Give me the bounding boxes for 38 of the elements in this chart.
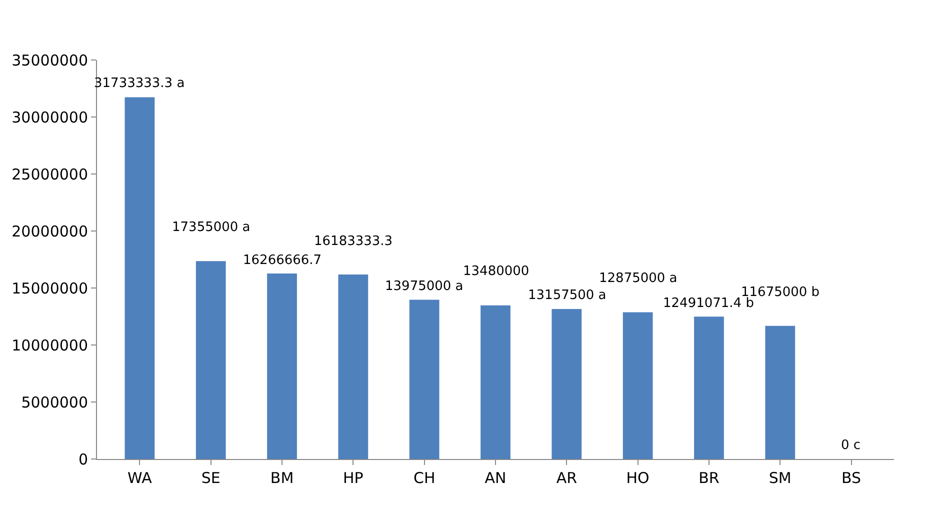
x-tick-label: WA [128,469,153,487]
data-label: 17355000 a [172,220,250,235]
y-tick-label: 10000000 [12,336,88,354]
bar [552,309,582,459]
y-tick-label: 0 [78,450,88,468]
x-tick-label: BM [270,469,294,487]
x-tick-label: BS [842,469,862,487]
data-label: 16266666.7 [243,253,322,268]
data-label: 12875000 a [599,271,678,286]
y-tick-label: 15000000 [12,279,88,298]
y-tick-label: 30000000 [12,108,88,126]
x-tick-label: AN [484,469,506,487]
x-tick-label: HO [626,469,650,487]
y-tick-label: 20000000 [12,222,88,240]
bar [694,316,724,459]
x-tick-label: CH [413,469,436,487]
bar [267,274,297,459]
bar [409,300,440,459]
y-tick-label: 5000000 [21,393,88,412]
data-label: 13157500 a [528,288,606,303]
data-label: 31733333.3 a [94,76,185,91]
data-label: 16183333.3 [314,234,393,249]
x-tick-label: AR [556,469,578,487]
x-tick-label: SM [768,469,792,487]
y-tick-label: 35000000 [12,51,88,70]
bar [338,274,368,459]
bar [124,97,155,459]
data-label: 13975000 a [385,279,464,294]
bar [480,305,510,459]
bar [765,326,796,459]
data-label: 0 c [841,438,861,453]
bar [196,261,226,459]
y-tick-label: 25000000 [12,165,88,184]
x-tick-label: HP [343,469,364,487]
x-tick-label: SE [201,469,220,487]
x-tick-label: BR [698,469,720,487]
data-label: 13480000 [463,264,530,279]
bar [622,312,653,459]
